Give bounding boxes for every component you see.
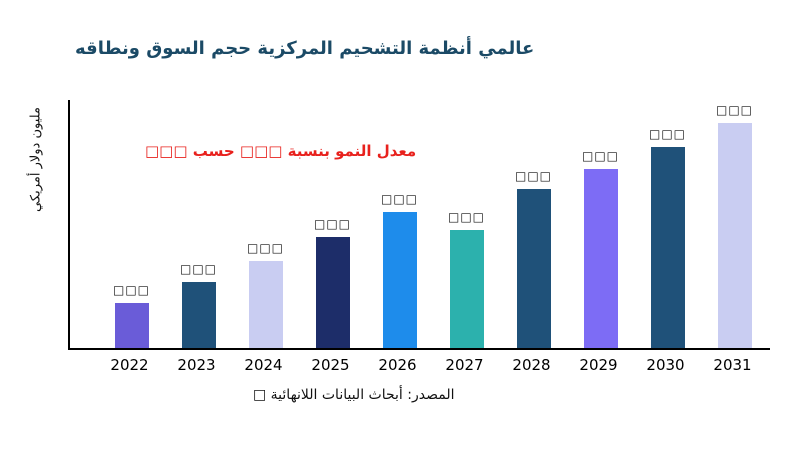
bar-column: □□□	[500, 169, 567, 348]
bar-value-label: □□□	[112, 283, 150, 297]
bar-column: □□□	[299, 217, 366, 348]
chart-title: عالمي أنظمة التشحيم المركزية حجم السوق و…	[75, 38, 535, 59]
bar-value-label: □□□	[447, 210, 485, 224]
bar-value-label: □□□	[380, 192, 418, 206]
x-tick-label: 2022	[110, 356, 149, 374]
bar	[516, 189, 551, 348]
bar-value-label: □□□	[179, 262, 217, 276]
bar-column: □□□	[98, 283, 165, 348]
bar-column: □□□	[567, 149, 634, 348]
bar	[181, 282, 216, 348]
x-axis-ticks: 2022 2023 2024 2025 2026 2027 2028 2029 2030 2031	[68, 356, 768, 374]
bar	[114, 303, 149, 348]
bar-column: □□□	[634, 127, 701, 348]
bar-column: □□□	[701, 103, 768, 348]
bar-value-label: □□□	[246, 241, 284, 255]
bar	[650, 147, 685, 348]
source-text: المصدر: أبحاث البيانات اللانهائية □	[253, 387, 455, 403]
bar-column: □□□	[433, 210, 500, 348]
bar	[717, 123, 752, 348]
bar-columns: □□□ □□□ □□□ □□□ □□□ □□□ □□□ □□□ □□□ □□□	[70, 100, 770, 348]
bar-value-label: □□□	[581, 149, 619, 163]
x-tick-label: 2026	[378, 356, 417, 374]
bar	[382, 212, 417, 348]
bar-value-label: □□□	[313, 217, 351, 231]
x-tick-label: 2030	[646, 356, 685, 374]
bar-value-label: □□□	[514, 169, 552, 183]
bar-value-label: □□□	[648, 127, 686, 141]
y-axis-label: مليون دولار أمريكي	[28, 107, 44, 212]
bar-column: □□□	[165, 262, 232, 348]
bar	[248, 261, 283, 348]
bar	[449, 230, 484, 348]
bar-value-label: □□□	[715, 103, 753, 117]
x-tick-label: 2024	[244, 356, 283, 374]
growth-annotation: معدل النمو بنسبة □□□ حسب □□□	[145, 142, 417, 160]
x-tick-label: 2028	[512, 356, 551, 374]
bar-column: □□□	[232, 241, 299, 348]
x-tick-label: 2029	[579, 356, 618, 374]
bar	[583, 169, 618, 348]
bar-column: □□□	[366, 192, 433, 348]
x-tick-label: 2023	[177, 356, 216, 374]
x-tick-label: 2031	[713, 356, 752, 374]
x-tick-label: 2027	[445, 356, 484, 374]
bar-chart-plot: معدل النمو بنسبة □□□ حسب □□□ □□□ □□□ □□□ □□…	[68, 100, 770, 350]
bar	[315, 237, 350, 348]
x-tick-label: 2025	[311, 356, 350, 374]
